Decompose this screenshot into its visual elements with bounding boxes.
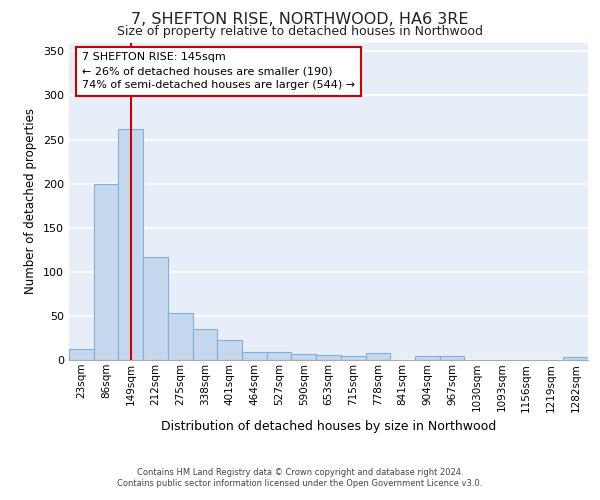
Text: 7, SHEFTON RISE, NORTHWOOD, HA6 3RE: 7, SHEFTON RISE, NORTHWOOD, HA6 3RE xyxy=(131,12,469,28)
Bar xyxy=(365,353,390,360)
Bar xyxy=(292,354,316,360)
Bar xyxy=(94,184,118,360)
Bar xyxy=(341,356,365,360)
Bar xyxy=(69,350,94,360)
Text: Contains HM Land Registry data © Crown copyright and database right 2024.
Contai: Contains HM Land Registry data © Crown c… xyxy=(118,468,482,487)
Bar xyxy=(316,354,341,360)
Bar xyxy=(217,340,242,360)
Bar xyxy=(168,314,193,360)
Bar xyxy=(415,356,440,360)
Bar xyxy=(193,329,217,360)
Bar xyxy=(143,257,168,360)
Bar xyxy=(242,352,267,360)
Bar xyxy=(118,129,143,360)
Bar xyxy=(440,356,464,360)
Bar xyxy=(267,352,292,360)
Y-axis label: Number of detached properties: Number of detached properties xyxy=(25,108,37,294)
Text: Size of property relative to detached houses in Northwood: Size of property relative to detached ho… xyxy=(117,25,483,38)
X-axis label: Distribution of detached houses by size in Northwood: Distribution of detached houses by size … xyxy=(161,420,496,433)
Text: 7 SHEFTON RISE: 145sqm
← 26% of detached houses are smaller (190)
74% of semi-de: 7 SHEFTON RISE: 145sqm ← 26% of detached… xyxy=(82,52,355,90)
Bar xyxy=(563,358,588,360)
